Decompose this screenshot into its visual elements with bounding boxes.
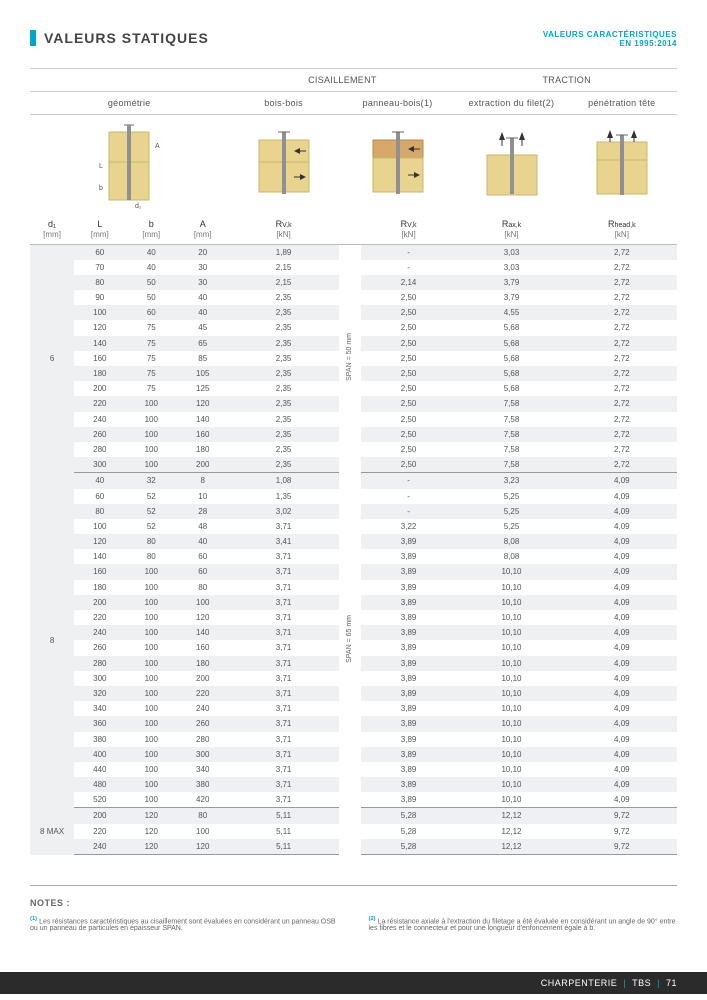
diagram-panneau-bois xyxy=(339,115,457,215)
page-title: VALEURS STATIQUES xyxy=(44,30,209,46)
group-label-cell: 6 xyxy=(30,244,74,473)
diagram-extraction xyxy=(456,115,566,215)
span-label-cell: SPAN = 50 mm xyxy=(339,244,361,473)
svg-text:L: L xyxy=(99,163,103,170)
symbol-row: d₁ L b A RV,k RV,k Rax,k Rhead,k xyxy=(30,215,677,230)
diagram-geometry: L b A d₁ xyxy=(30,115,228,215)
span-label-cell xyxy=(339,808,361,855)
notes-section: NOTES : (1) Les résistances caractéristi… xyxy=(30,885,677,972)
unit-row: [mm][mm][mm][mm] [kN][kN][kN][kN] xyxy=(30,230,677,245)
table-row: 8 MAX200120805,115,2812,129,72 xyxy=(30,808,677,824)
notes-title: NOTES : xyxy=(30,898,677,908)
diagram-bois-bois xyxy=(228,115,338,215)
header-subtitle: VALEURS CARACTÉRISTIQUES EN 1995:2014 xyxy=(543,30,677,48)
page-header: VALEURS STATIQUES VALEURS CARACTÉRISTIQU… xyxy=(30,30,677,48)
group-row-sub: géométrie bois-bois panneau-bois(1) extr… xyxy=(30,92,677,115)
group-label-cell: 8 MAX xyxy=(30,808,74,855)
table-row: 8403281,08SPAN = 65 mm-3,234,09 xyxy=(30,473,677,489)
group-label-cell: 8 xyxy=(30,473,74,808)
diagram-penetration xyxy=(567,115,677,215)
svg-text:d₁: d₁ xyxy=(135,203,142,210)
note-2: (2) La résistance axiale à l'extraction … xyxy=(369,916,678,932)
accent-bar xyxy=(30,30,36,46)
svg-text:A: A xyxy=(155,143,160,150)
table-row: 66040201,89SPAN = 50 mm-3,032,72 xyxy=(30,244,677,260)
note-1: (1) Les résistances caractéristiques au … xyxy=(30,916,339,932)
group-row-top: CISAILLEMENT TRACTION xyxy=(30,69,677,92)
data-table: CISAILLEMENT TRACTION géométrie bois-boi… xyxy=(30,68,677,855)
page-footer: CHARPENTERIE|TBS|71 xyxy=(0,972,707,994)
span-label-cell: SPAN = 65 mm xyxy=(339,473,361,808)
svg-text:b: b xyxy=(99,185,103,192)
diagram-row: L b A d₁ xyxy=(30,115,677,215)
